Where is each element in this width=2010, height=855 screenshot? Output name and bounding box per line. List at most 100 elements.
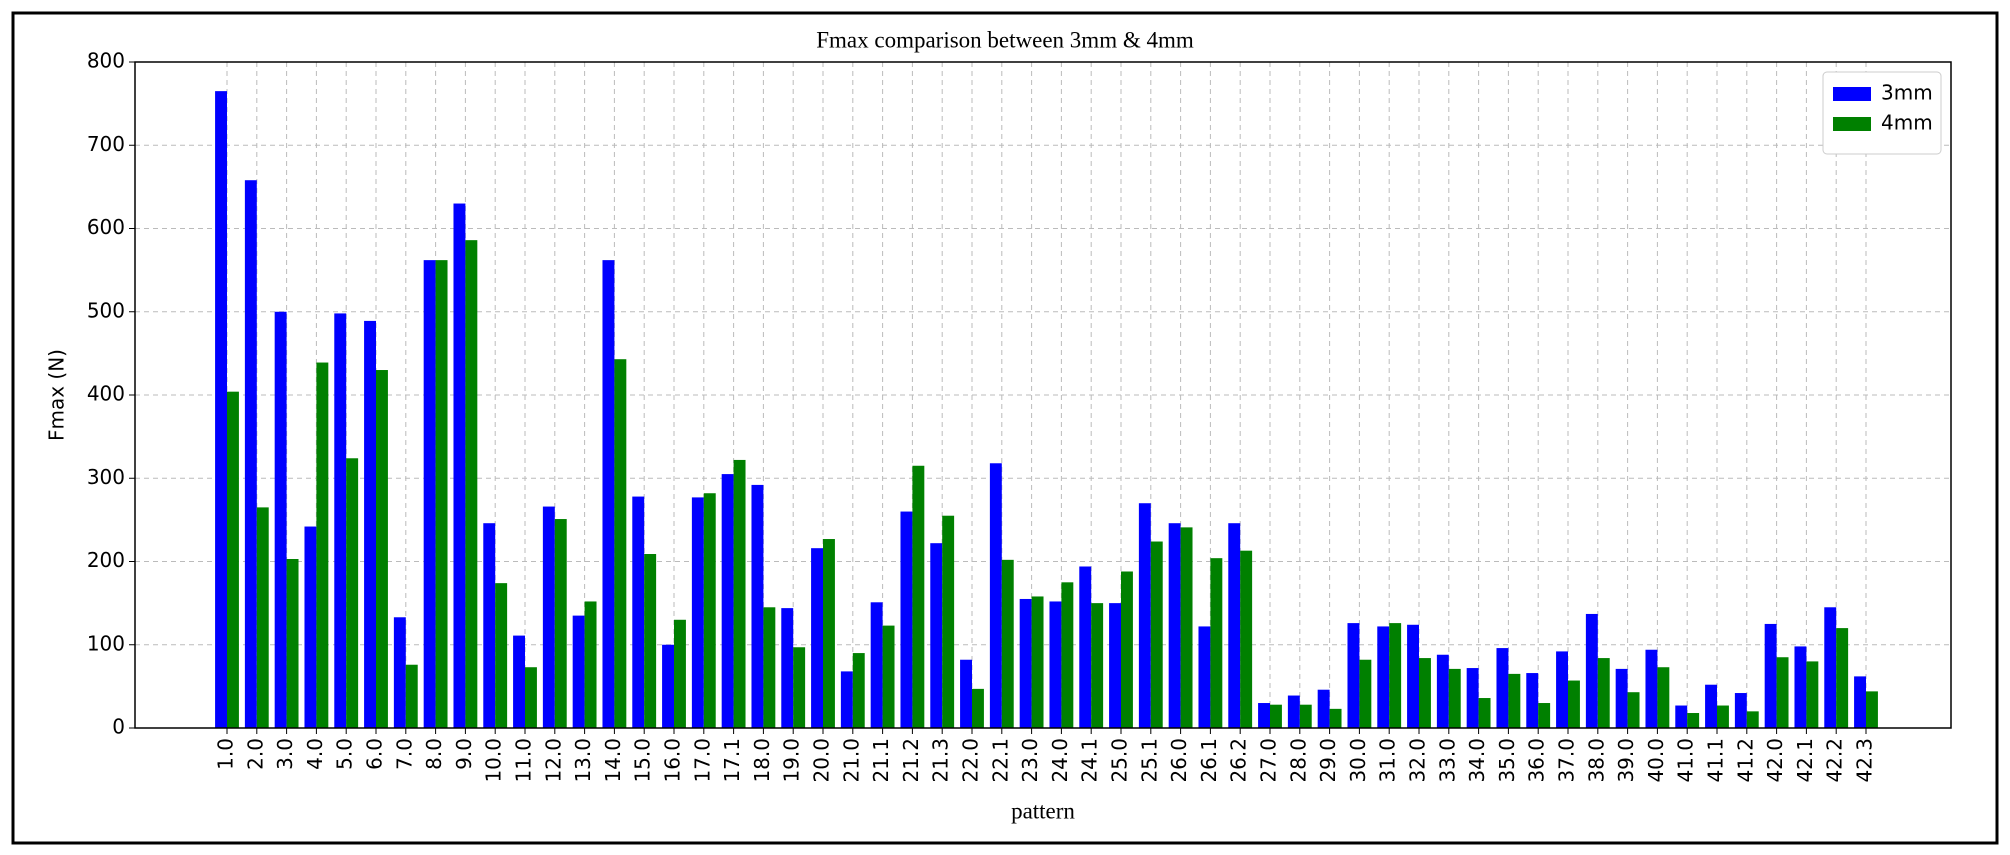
x-tick-label: 21.3	[929, 738, 953, 783]
x-tick-label: 42.2	[1823, 738, 1847, 783]
chart-title: Fmax comparison between 3mm & 4mm	[816, 27, 1194, 52]
bar	[495, 583, 508, 728]
bar	[215, 91, 227, 728]
bar	[852, 653, 865, 728]
y-tick-label: 200	[87, 548, 125, 572]
bar	[1764, 623, 1777, 728]
y-tick-label: 100	[87, 631, 125, 655]
bar	[989, 463, 1002, 728]
bar	[453, 203, 466, 728]
x-tick-label: 22.1	[988, 738, 1012, 783]
x-tick-label: 21.1	[869, 738, 893, 783]
bar	[644, 554, 657, 728]
bar	[1615, 668, 1628, 728]
x-tick-label: 30.0	[1346, 738, 1370, 783]
bar	[1377, 626, 1390, 728]
bar	[364, 320, 376, 728]
bar	[1079, 566, 1092, 728]
bar	[1496, 648, 1509, 728]
bar	[1824, 607, 1837, 728]
bar	[674, 619, 686, 728]
x-tick-label: 42.3	[1853, 738, 1877, 783]
bar	[1866, 691, 1878, 728]
x-tick-label: 12.0	[541, 738, 565, 783]
bar	[1198, 626, 1211, 728]
y-tick-label: 300	[87, 465, 125, 489]
x-tick-label: 38.0	[1584, 738, 1608, 783]
x-tick-label: 31.0	[1376, 738, 1400, 783]
x-tick-label: 18.0	[750, 738, 774, 783]
bar	[1645, 649, 1658, 728]
bar	[316, 362, 329, 728]
bar	[1091, 603, 1104, 728]
bar	[304, 526, 317, 728]
bar	[1049, 601, 1062, 728]
y-axis-label: Fmax (N)	[45, 349, 69, 441]
bar	[900, 511, 913, 728]
bar	[542, 506, 555, 728]
legend-label: 3mm	[1881, 81, 1933, 105]
bar	[1794, 646, 1807, 728]
x-tick-label: 17.1	[720, 738, 744, 783]
x-tick-label: 5.0	[333, 738, 357, 770]
x-tick-label: 14.0	[601, 738, 625, 783]
x-tick-label: 17.0	[690, 738, 714, 783]
bar	[1270, 704, 1282, 728]
bar	[1806, 661, 1819, 728]
bar	[1675, 705, 1688, 728]
x-tick-label: 2.0	[243, 738, 267, 770]
bar	[614, 359, 627, 728]
legend-swatch	[1833, 87, 1871, 101]
bar	[1180, 527, 1193, 728]
bar	[1776, 657, 1789, 728]
y-tick-label: 700	[87, 132, 125, 156]
bar	[244, 180, 257, 729]
y-tick-label: 400	[87, 382, 125, 406]
bar	[286, 559, 299, 728]
x-tick-label: 19.0	[780, 738, 804, 783]
bar	[1168, 523, 1181, 728]
bar	[930, 543, 943, 728]
bar	[393, 617, 406, 728]
bar	[1389, 623, 1402, 728]
bar	[960, 659, 972, 728]
x-tick-label: 25.0	[1108, 738, 1132, 783]
x-tick-label: 41.1	[1704, 738, 1728, 783]
bar	[1407, 624, 1419, 728]
x-tick-label: 26.1	[1197, 738, 1221, 783]
x-tick-label: 28.0	[1286, 738, 1310, 783]
bar	[1836, 628, 1849, 728]
bar	[1687, 713, 1700, 728]
frame	[11, 11, 1999, 845]
bar	[1627, 692, 1640, 728]
bar	[811, 548, 823, 728]
x-tick-label: 42.0	[1763, 738, 1787, 783]
bar	[1705, 684, 1717, 728]
bar	[1299, 704, 1312, 728]
x-tick-label: 29.0	[1316, 738, 1340, 783]
bar	[1466, 668, 1479, 728]
bar	[483, 523, 496, 728]
x-tick-label: 10.0	[482, 738, 506, 783]
bar	[781, 608, 794, 728]
x-tick-label: 21.0	[839, 738, 863, 783]
x-tick-label: 41.2	[1733, 738, 1757, 783]
bar	[1317, 689, 1330, 728]
bar	[376, 370, 388, 728]
bar	[662, 644, 674, 728]
bar	[1508, 673, 1521, 728]
legend-label: 4mm	[1881, 111, 1933, 135]
bar	[1359, 659, 1372, 728]
bar	[602, 260, 615, 728]
plot-frame	[134, 61, 1952, 729]
bar	[823, 539, 835, 728]
x-tick-label: 16.0	[661, 738, 685, 783]
bar	[1448, 668, 1461, 728]
x-tick-label: 13.0	[571, 738, 595, 783]
bar	[465, 240, 478, 728]
bar	[1061, 582, 1074, 728]
bar	[1734, 693, 1747, 728]
bar	[721, 474, 734, 728]
bar	[1556, 651, 1568, 728]
